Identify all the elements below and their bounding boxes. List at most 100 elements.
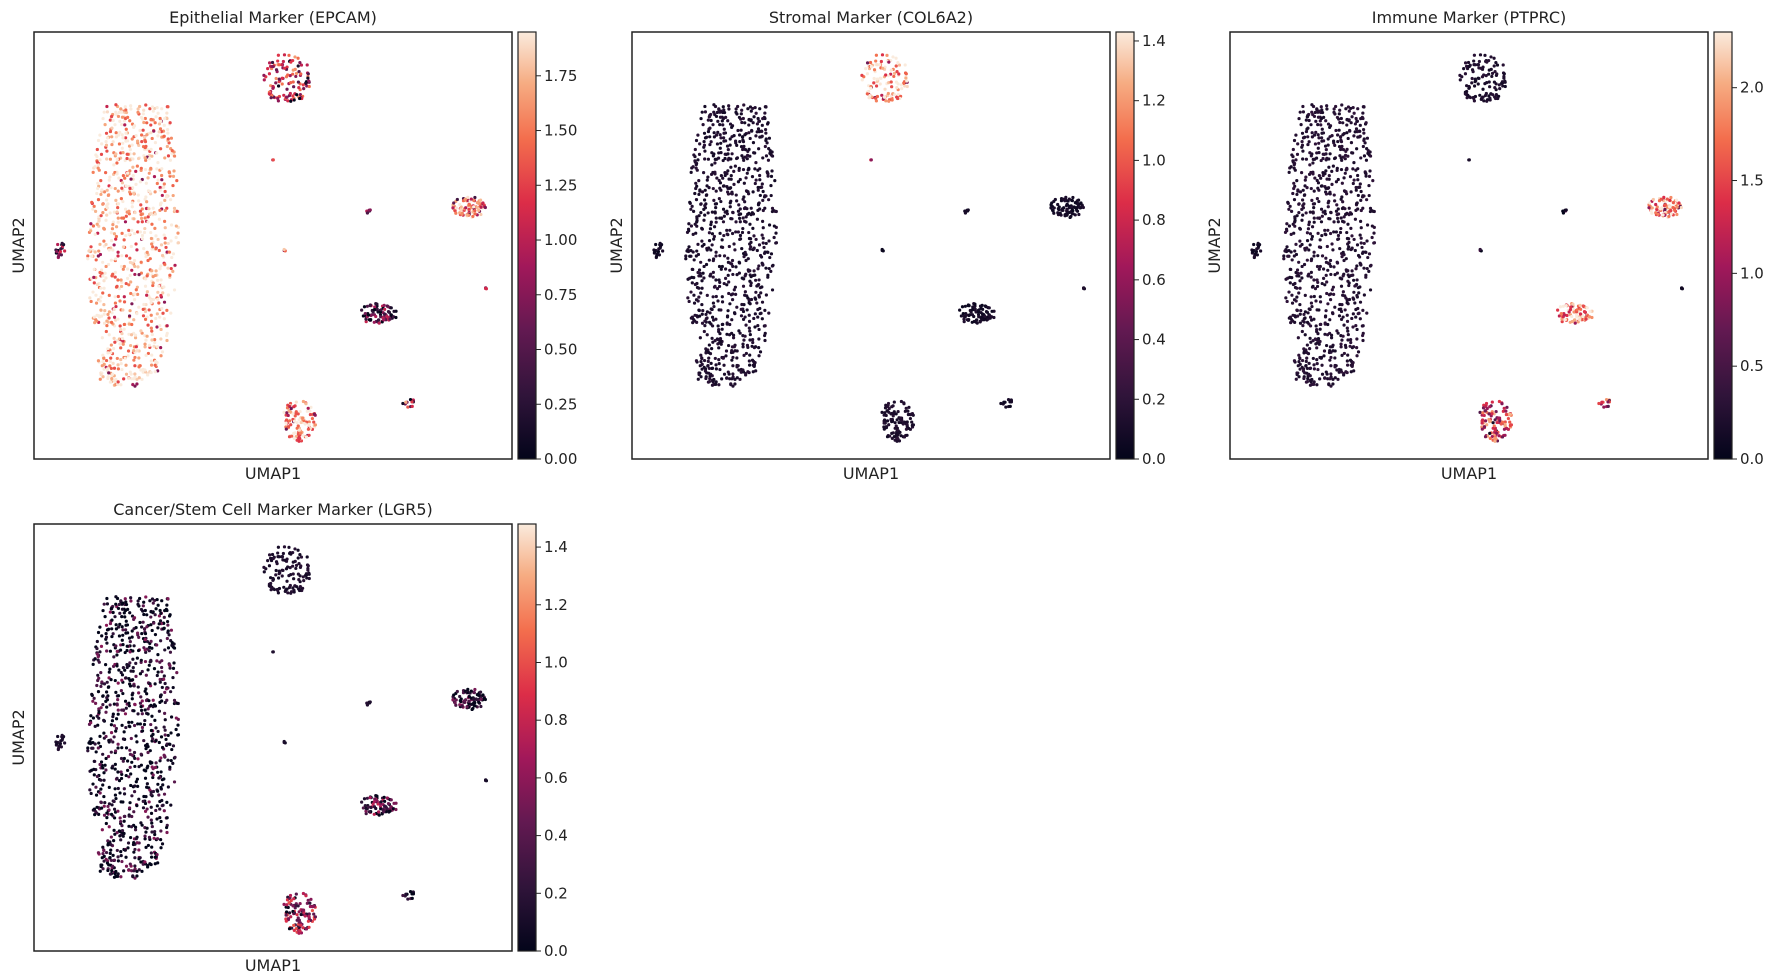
colorbar-tick-label: 0.50 xyxy=(544,341,577,359)
cell-point xyxy=(1326,205,1330,209)
cell-point xyxy=(1352,237,1356,242)
cell-point xyxy=(116,189,120,193)
cell-point xyxy=(133,264,137,268)
cell-point xyxy=(120,723,124,727)
cell-point xyxy=(150,332,154,337)
cell-point xyxy=(733,311,737,316)
cell-point xyxy=(123,848,127,852)
cell-point xyxy=(151,601,155,605)
cell-point xyxy=(124,628,128,632)
y-axis-label: UMAP2 xyxy=(607,217,626,273)
cell-point xyxy=(756,208,760,212)
cell-point xyxy=(142,627,147,631)
cell-point xyxy=(166,733,170,738)
cell-point xyxy=(92,275,96,279)
cell-point xyxy=(145,133,149,137)
cell-point xyxy=(172,698,177,702)
cell-point xyxy=(717,197,721,201)
cell-point xyxy=(1328,125,1332,129)
cell-point xyxy=(727,107,731,111)
cell-point xyxy=(121,759,125,763)
cell-point xyxy=(149,610,153,614)
cell-point xyxy=(1481,406,1486,410)
cell-point xyxy=(158,188,162,192)
cell-point xyxy=(90,200,94,204)
cell-point xyxy=(1319,105,1323,109)
cell-point xyxy=(717,383,721,387)
cell-point xyxy=(719,151,723,155)
cell-point xyxy=(1301,213,1305,217)
cell-point xyxy=(150,242,154,246)
cell-point xyxy=(124,746,129,750)
cell-point xyxy=(708,142,712,147)
cell-point xyxy=(110,135,114,139)
cell-point xyxy=(869,86,873,90)
cell-point xyxy=(157,122,162,126)
cell-point xyxy=(155,167,159,171)
cell-point xyxy=(884,413,888,418)
cell-point xyxy=(736,104,740,109)
cell-point xyxy=(1504,409,1508,413)
cell-point xyxy=(712,225,717,229)
cell-point xyxy=(1313,176,1317,180)
cell-point xyxy=(154,234,158,238)
cell-point xyxy=(1315,358,1319,362)
cell-point xyxy=(722,363,726,367)
cell-point xyxy=(147,308,151,312)
cell-point xyxy=(1359,208,1363,213)
cell-point xyxy=(699,211,703,215)
cell-point xyxy=(105,696,109,700)
cell-point xyxy=(150,597,155,601)
cell-point xyxy=(1314,119,1318,123)
cell-point xyxy=(895,428,899,432)
cell-point xyxy=(692,293,696,297)
cell-point xyxy=(712,198,716,203)
cell-point xyxy=(769,183,773,188)
cell-point xyxy=(1295,268,1300,272)
cell-point xyxy=(759,311,763,315)
cell-point xyxy=(758,253,763,258)
cell-point xyxy=(726,256,730,260)
cell-point xyxy=(1315,107,1319,111)
cell-point xyxy=(166,623,170,627)
cell-point xyxy=(307,84,311,89)
cell-point xyxy=(101,291,105,295)
cell-point xyxy=(865,72,870,76)
cell-point xyxy=(1324,309,1328,313)
cell-point xyxy=(151,767,155,771)
cell-point xyxy=(120,336,125,341)
cell-point xyxy=(144,338,148,342)
cell-point xyxy=(1317,199,1321,204)
cell-point xyxy=(120,133,124,137)
cell-point xyxy=(1362,241,1366,246)
cell-point xyxy=(1300,171,1304,175)
cell-point xyxy=(93,165,97,169)
cell-point xyxy=(134,626,138,630)
cell-point xyxy=(1354,315,1358,319)
cell-point xyxy=(144,255,148,259)
cell-point xyxy=(764,293,768,297)
cell-point xyxy=(472,205,476,209)
cell-point xyxy=(1352,369,1356,373)
cell-point xyxy=(1339,342,1343,346)
cell-point xyxy=(1306,142,1310,147)
cell-point xyxy=(874,99,878,103)
cell-point xyxy=(136,265,140,269)
cell-point xyxy=(1340,158,1344,162)
cell-point xyxy=(1342,258,1346,263)
cell-point xyxy=(735,356,739,360)
cell-point xyxy=(1656,212,1660,216)
cell-point xyxy=(149,615,153,619)
cell-point xyxy=(980,312,985,316)
cell-point xyxy=(1349,212,1354,216)
cell-point xyxy=(1300,276,1304,280)
cell-point xyxy=(750,175,755,179)
cell-point xyxy=(1305,258,1309,262)
cell-point xyxy=(1318,300,1323,304)
cell-point xyxy=(104,663,108,667)
cell-point xyxy=(169,239,173,243)
cell-point xyxy=(890,431,894,435)
cell-point xyxy=(691,232,695,236)
cell-point xyxy=(711,270,715,274)
cell-point xyxy=(1648,201,1652,205)
